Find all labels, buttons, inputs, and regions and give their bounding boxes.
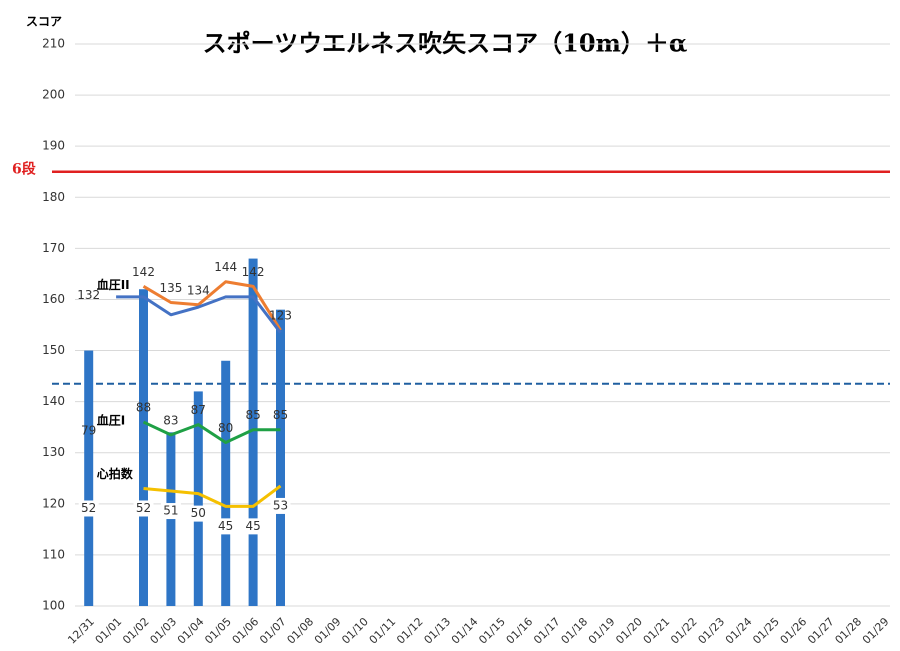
y-axis-label: スコア (26, 15, 62, 29)
x-tick-label: 01/09 (312, 615, 344, 647)
x-tick-label: 01/23 (696, 615, 728, 647)
y-tick-label: 170 (42, 241, 65, 255)
data-label: 85 (273, 408, 288, 422)
data-label-bg (133, 500, 154, 517)
x-tick-label: 01/13 (422, 615, 454, 647)
data-label-bg (270, 497, 291, 514)
y-tick-label: 140 (42, 394, 65, 408)
x-tick-label: 01/28 (833, 615, 865, 647)
x-tick-label: 01/15 (476, 615, 508, 647)
line (143, 484, 282, 508)
data-label: 50 (191, 506, 206, 520)
bar (221, 360, 231, 606)
y-tick-label: 200 (42, 88, 65, 102)
data-label-bg (188, 505, 209, 522)
y-tick-label: 110 (42, 547, 65, 561)
y-tick-label: 160 (42, 292, 65, 306)
bar (84, 350, 94, 606)
line (142, 280, 282, 331)
x-tick-label: 01/18 (559, 615, 591, 647)
x-tick-label: 01/24 (723, 615, 755, 647)
data-label: 144 (214, 260, 237, 274)
x-tick-label: 01/07 (257, 615, 289, 647)
bar (139, 289, 148, 606)
data-label: 83 (163, 413, 178, 427)
series-label: 血圧II (97, 277, 130, 292)
x-tick-label: 01/14 (449, 615, 481, 647)
reference-label: 6段 (12, 161, 36, 178)
x-tick-label: 01/19 (586, 615, 618, 647)
y-tick-label: 100 (42, 599, 65, 613)
x-tick-label: 01/08 (285, 615, 317, 647)
data-label: 123 (269, 309, 292, 323)
data-label: 51 (163, 504, 178, 518)
x-tick-label: 01/29 (860, 615, 892, 647)
data-label: 79 (81, 424, 96, 438)
x-tick-label: 01/06 (230, 615, 262, 647)
data-label-bg (78, 500, 99, 517)
data-label: 52 (81, 501, 96, 515)
bar (193, 391, 203, 606)
line (116, 295, 282, 334)
y-tick-label: 180 (42, 190, 65, 204)
bar (276, 309, 285, 606)
bar (248, 258, 258, 606)
data-label-bg (160, 503, 181, 520)
x-tick-label: 01/04 (175, 615, 207, 647)
x-tick-label: 01/20 (613, 615, 645, 647)
x-tick-label: 01/11 (367, 615, 399, 647)
x-tick-label: 01/05 (202, 615, 234, 647)
chart-title: スポーツウエルネス吹矢スコア（10m）＋α (203, 29, 688, 58)
x-tick-label: 01/10 (339, 615, 371, 647)
y-tick-label: 210 (42, 37, 65, 51)
x-tick-label: 01/03 (148, 615, 180, 647)
data-label: 53 (273, 498, 288, 512)
x-tick-label: 01/16 (504, 615, 536, 647)
data-label: 80 (218, 421, 233, 435)
x-tick-label: 01/27 (805, 615, 837, 647)
x-tick-label: 12/31 (65, 615, 97, 647)
data-label: 52 (136, 501, 151, 515)
x-tick-label: 01/26 (778, 615, 810, 647)
data-label: 142 (132, 265, 155, 279)
x-tick-label: 01/17 (531, 615, 563, 647)
series-label: 心拍数 (97, 466, 134, 481)
x-tick-label: 01/25 (750, 615, 782, 647)
y-tick-label: 150 (42, 343, 65, 357)
data-label: 87 (191, 403, 206, 417)
data-label: 134 (187, 283, 210, 297)
series-label: 血圧I (97, 413, 125, 428)
data-label: 88 (136, 401, 151, 415)
data-label: 142 (242, 265, 265, 279)
line (142, 420, 281, 445)
data-label: 135 (159, 281, 182, 295)
x-tick-label: 01/21 (641, 615, 673, 647)
y-tick-label: 190 (42, 139, 65, 153)
bar (166, 432, 176, 606)
x-tick-label: 01/22 (668, 615, 700, 647)
x-tick-label: 01/01 (93, 615, 125, 647)
x-tick-label: 01/02 (120, 615, 152, 647)
y-tick-label: 130 (42, 445, 65, 459)
data-label: 85 (245, 408, 260, 422)
y-tick-label: 120 (42, 496, 65, 510)
data-label-bg (215, 518, 236, 535)
data-label: 132 (77, 288, 100, 302)
data-label: 45 (218, 519, 233, 533)
x-tick-label: 01/12 (394, 615, 426, 647)
data-label-bg (243, 518, 264, 535)
data-label: 45 (245, 519, 260, 533)
